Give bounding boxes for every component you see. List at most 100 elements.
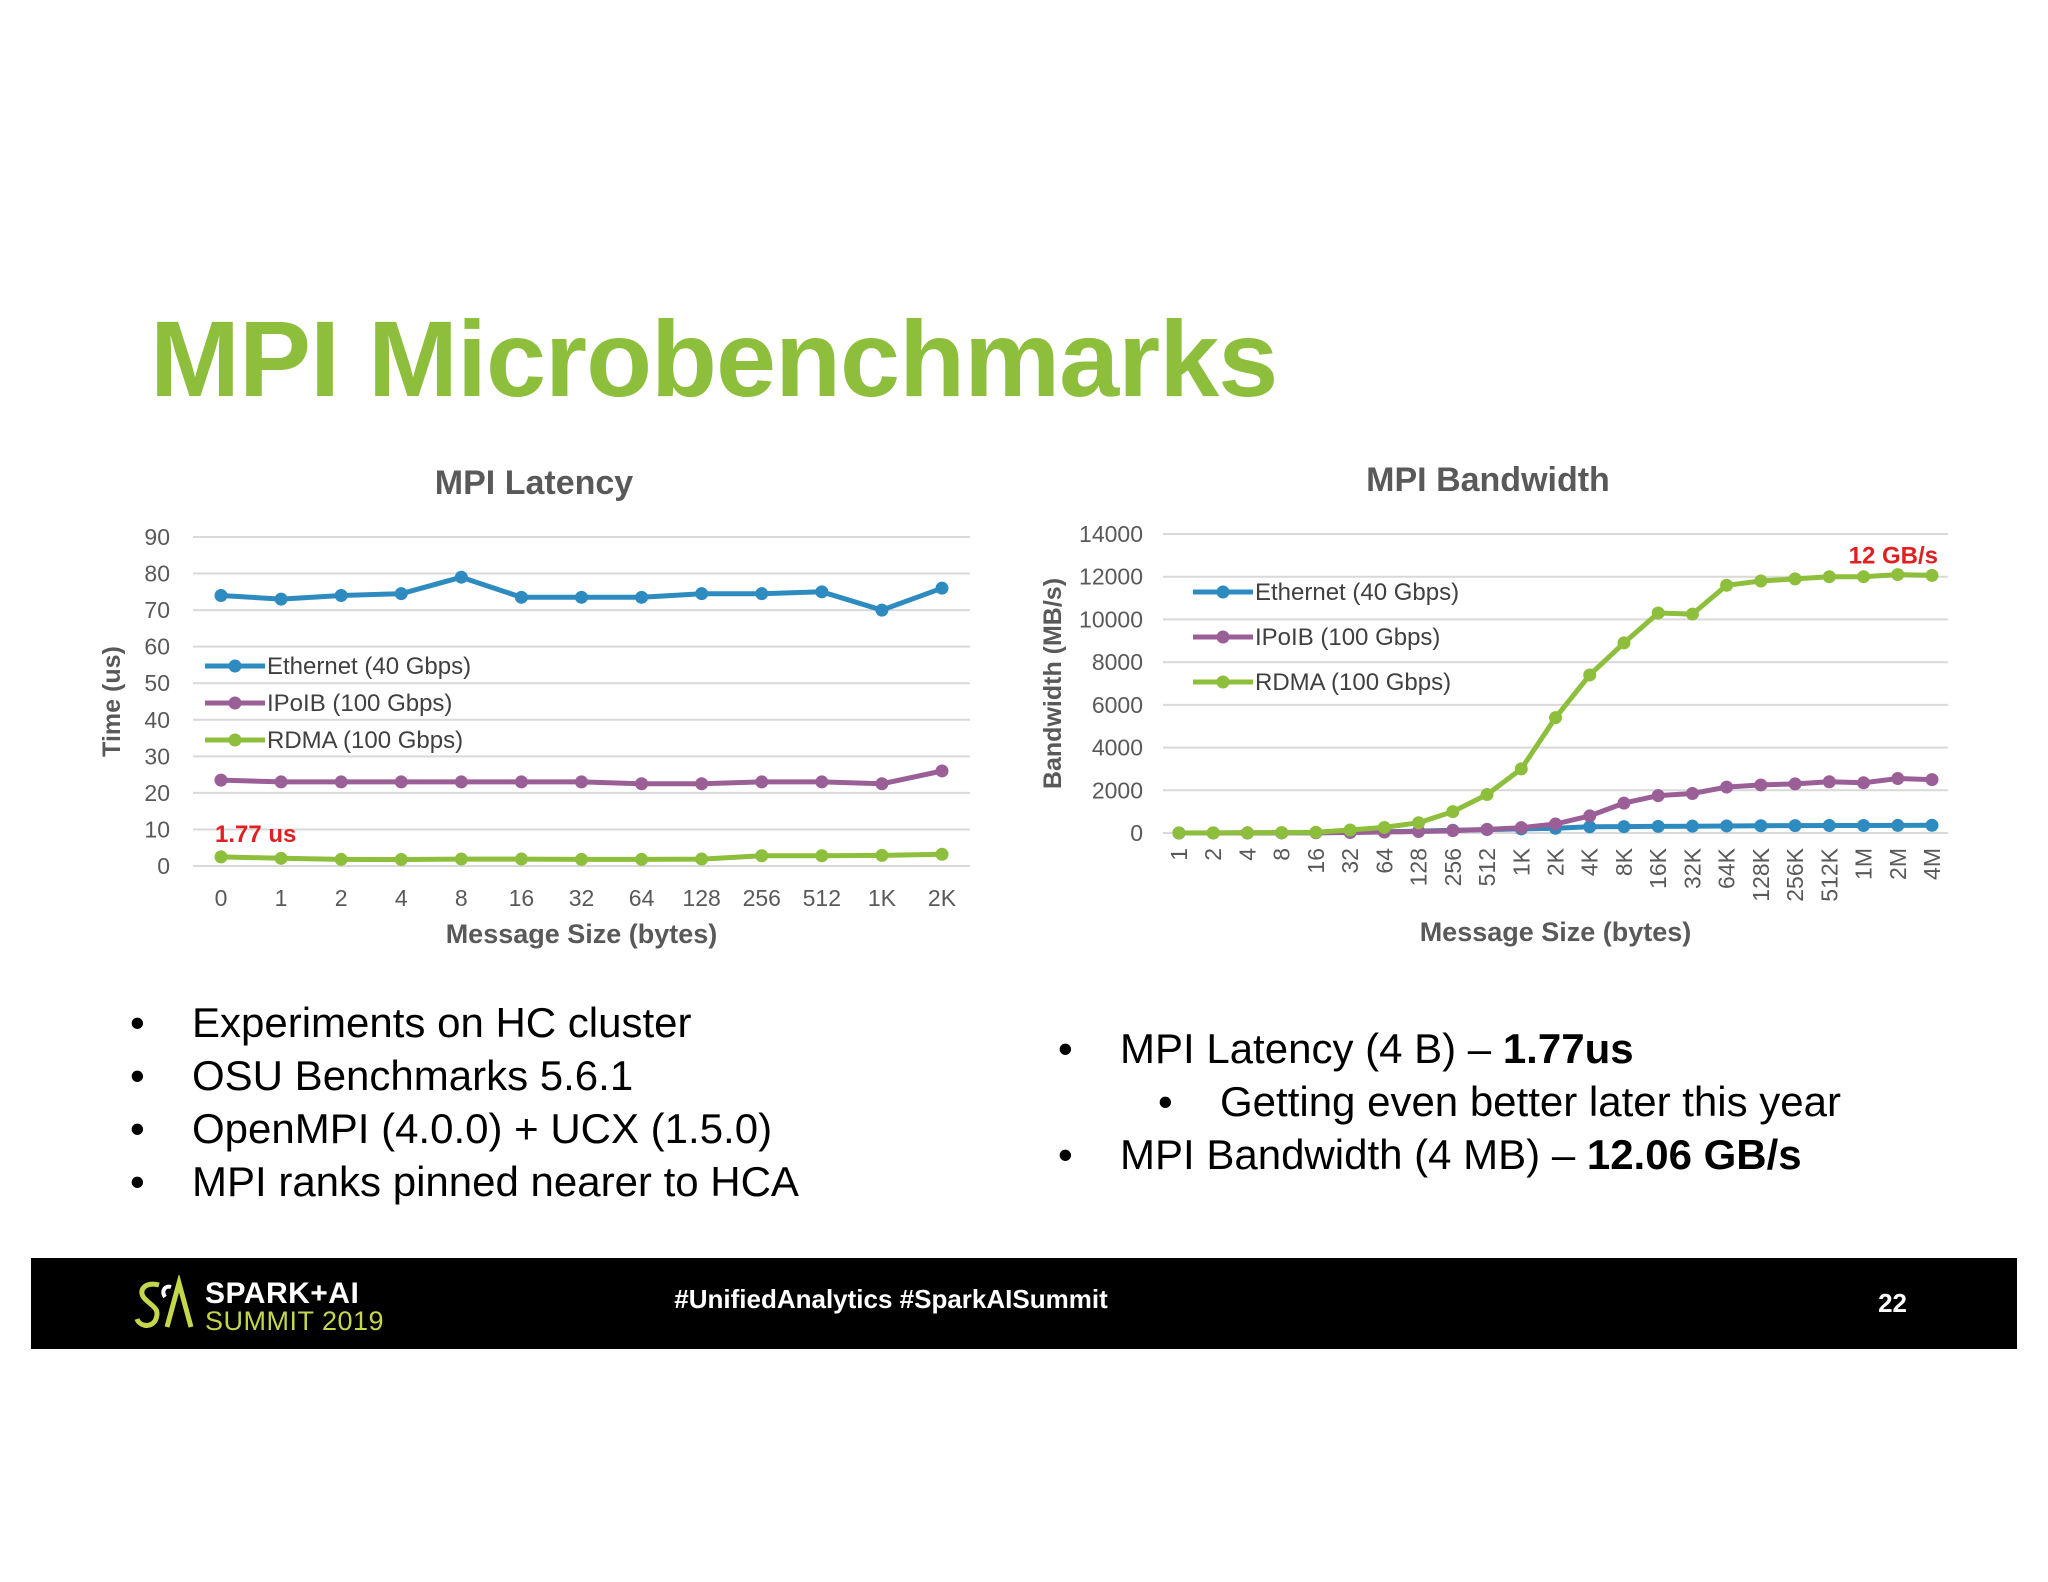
rdma-data-point xyxy=(1343,823,1357,837)
chart-annotation: 12 GB/s xyxy=(1849,542,1938,569)
y-tick-label: 70 xyxy=(144,597,170,623)
x-tick-label: 256 xyxy=(743,885,781,911)
bullet-bold-value: 12.06 GB/s xyxy=(1586,1131,1802,1178)
bullet-text: Getting even better later this year xyxy=(1220,1078,1841,1125)
rdma-data-point xyxy=(1720,578,1734,592)
bullet-text: OSU Benchmarks 5.6.1 xyxy=(192,1052,634,1099)
bullet-dot: • xyxy=(130,1158,145,1205)
rdma-data-point xyxy=(1172,826,1186,840)
x-tick-label: 1K xyxy=(868,885,897,911)
ipoib-data-point xyxy=(755,775,769,789)
x-tick-label: 32K xyxy=(1679,847,1705,889)
ethernet-data-point xyxy=(334,588,348,602)
ethernet-data-point xyxy=(815,585,829,599)
ethernet-data-point xyxy=(1891,818,1905,832)
y-tick-label: 6000 xyxy=(1092,692,1143,718)
y-tick-label: 0 xyxy=(1130,820,1143,846)
legend-entry: RDMA (100 Gbps) xyxy=(1255,669,1451,696)
rdma-data-point xyxy=(1377,820,1391,834)
x-tick-label: 128K xyxy=(1748,847,1774,901)
ethernet-data-point xyxy=(1720,819,1734,833)
ipoib-data-point xyxy=(1857,776,1871,790)
x-tick-label: 64 xyxy=(629,885,655,911)
x-tick-label: 32 xyxy=(1337,848,1363,874)
rdma-data-point xyxy=(1925,568,1939,582)
x-tick-label: 1K xyxy=(1508,847,1534,876)
rdma-data-point xyxy=(1549,711,1562,725)
ethernet-data-point xyxy=(755,587,769,601)
x-tick-label: 8 xyxy=(1269,848,1295,861)
ipoib-data-point xyxy=(334,775,348,789)
ipoib-data-point xyxy=(1685,786,1699,800)
y-tick-label: 0 xyxy=(157,853,170,879)
legend-swatch-marker xyxy=(1216,630,1230,644)
legend-entry: IPoIB (100 Gbps) xyxy=(267,690,452,717)
rdma-data-point xyxy=(1412,816,1426,830)
x-tick-label: 32 xyxy=(569,885,595,911)
bullet-item: • OSU Benchmarks 5.6.1 xyxy=(130,1052,799,1108)
rdma-data-point xyxy=(214,850,228,864)
bullet-dot: • xyxy=(130,999,145,1046)
ethernet-data-point xyxy=(1651,819,1665,833)
ethernet-data-point xyxy=(214,588,228,602)
ethernet-data-point xyxy=(935,581,949,595)
rdma-data-point xyxy=(1480,788,1494,802)
x-tick-label: 2K xyxy=(928,885,957,911)
logo-line1: SPARK+AI xyxy=(205,1277,360,1310)
right-bullet-list: • MPI Latency (4 B) – 1.77us • Getting eve… xyxy=(1058,1025,1841,1187)
ipoib-data-point xyxy=(635,777,649,791)
x-tick-label: 2 xyxy=(335,885,348,911)
rdma-data-point xyxy=(1754,574,1768,588)
rdma-data-point xyxy=(274,851,288,865)
x-tick-label: 16K xyxy=(1645,847,1671,889)
y-axis-label: Bandwidth (MB/s) xyxy=(1039,578,1067,789)
bullet-dot: • xyxy=(1158,1078,1173,1125)
logo-line2: SUMMIT 2019 xyxy=(205,1306,385,1336)
x-tick-label: 4M xyxy=(1919,848,1945,880)
rdma-data-point xyxy=(755,849,769,863)
rdma-data-point xyxy=(815,849,829,863)
y-tick-label: 12000 xyxy=(1079,564,1143,590)
ethernet-data-point xyxy=(274,592,288,606)
rdma-data-point xyxy=(635,852,649,866)
x-tick-label: 16 xyxy=(1303,848,1329,874)
x-tick-label: 8 xyxy=(455,885,468,911)
ipoib-data-point xyxy=(815,775,829,789)
rdma-data-point xyxy=(1617,636,1631,650)
spark-logo-icon xyxy=(134,1273,194,1328)
legend-swatch-marker xyxy=(1216,585,1230,599)
rdma-data-point xyxy=(1309,825,1323,839)
ipoib-data-point xyxy=(1583,809,1597,823)
rdma-data-point xyxy=(1514,762,1528,776)
ipoib-data-point xyxy=(1822,775,1836,789)
ethernet-data-point xyxy=(695,587,709,601)
y-tick-label: 4000 xyxy=(1092,735,1143,761)
bullet-item: • MPI Bandwidth (4 MB) – 12.06 GB/s xyxy=(1058,1131,1841,1187)
ipoib-data-point xyxy=(1754,778,1768,792)
footer-hashtags: #UnifiedAnalytics #SparkAISummit xyxy=(674,1284,1108,1314)
ipoib-data-point xyxy=(935,764,949,778)
bullet-text: OpenMPI (4.0.0) + UCX (1.5.0) xyxy=(192,1105,773,1152)
ethernet-data-point xyxy=(1754,819,1768,833)
x-tick-label: 128 xyxy=(1406,848,1432,886)
legend-entry: Ethernet (40 Gbps) xyxy=(1255,579,1459,606)
x-tick-label: 256 xyxy=(1440,848,1466,886)
page-number: 22 xyxy=(1878,1288,1907,1318)
x-tick-label: 4 xyxy=(395,885,408,911)
sub-bullet-item: • Getting even better later this year xyxy=(1158,1078,1841,1134)
ethernet-data-point xyxy=(454,570,468,584)
bullet-bold-value: 1.77us xyxy=(1502,1025,1634,1072)
ethernet-data-point xyxy=(575,590,588,604)
ethernet-data-point xyxy=(1685,819,1699,833)
legend-swatch-marker xyxy=(1216,675,1230,689)
rdma-data-point xyxy=(875,848,889,862)
rdma-data-point xyxy=(1275,826,1289,840)
y-tick-label: 20 xyxy=(144,780,170,806)
ethernet-data-point xyxy=(1617,820,1631,834)
ipoib-data-point xyxy=(394,775,408,789)
ethernet-data-point xyxy=(1822,819,1836,833)
y-tick-label: 40 xyxy=(144,707,170,733)
bullet-text: MPI ranks pinned nearer to HCA xyxy=(192,1158,799,1205)
legend-swatch-marker xyxy=(228,659,242,673)
rdma-data-point xyxy=(1822,570,1836,584)
